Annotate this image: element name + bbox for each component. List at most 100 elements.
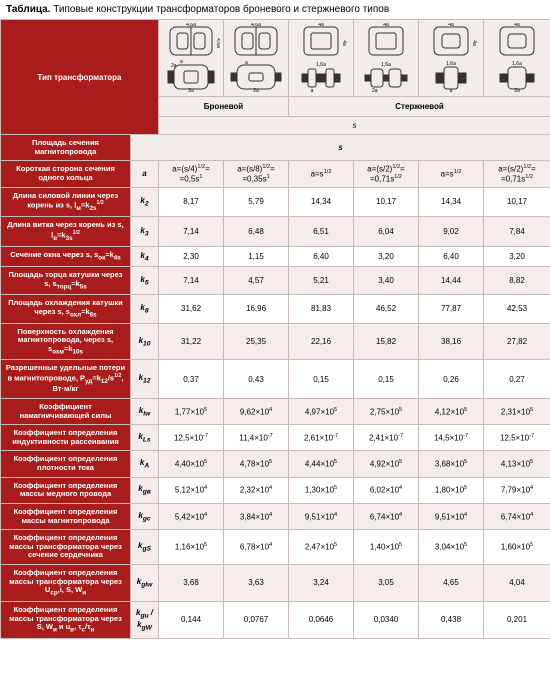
- table-cell: 3,84×104: [224, 503, 289, 529]
- svg-text:a: a: [180, 59, 183, 65]
- table-cell: 9,62×104: [224, 398, 289, 424]
- row-symbol: a: [131, 161, 159, 187]
- type-shell: Броневой: [159, 97, 289, 117]
- shell-diagram-1: 4,6a 4,6a 2a 2a a: [159, 20, 224, 97]
- shell-diagram-2: 4,6a 2a a: [224, 20, 289, 97]
- table-cell: 0,15: [354, 360, 419, 398]
- table-cell: 81,83: [289, 295, 354, 323]
- table-cell: 6,74×104: [354, 503, 419, 529]
- row-symbol: kgS: [131, 530, 159, 565]
- table-cell: 1,16×105: [159, 530, 224, 565]
- row-symbol: kgв: [131, 477, 159, 503]
- table-cell: 46,52: [354, 295, 419, 323]
- row-label: Коэффициент определения массы трансформа…: [1, 601, 131, 638]
- table-cell: 5,12×104: [159, 477, 224, 503]
- row-symbol: kgIw: [131, 565, 159, 602]
- table-cell: 4,78×105: [224, 451, 289, 477]
- table-cell: a=s1/2: [289, 161, 354, 187]
- svg-text:1,6a: 1,6a: [316, 62, 326, 68]
- row-symbol: k10: [131, 323, 159, 360]
- table-cell: 11,4×10-7: [224, 425, 289, 451]
- row-symbol: k2: [131, 187, 159, 217]
- s-var: s: [159, 117, 550, 135]
- row-symbol: kA: [131, 451, 159, 477]
- row-label: Площадь охлаждения катушки через s, sохл…: [1, 295, 131, 323]
- table-cell: 31,22: [159, 323, 224, 360]
- svg-text:a: a: [245, 60, 248, 66]
- table-cell: 3,05: [354, 565, 419, 602]
- title-rest: Типовые конструкции трансформаторов брон…: [50, 4, 389, 15]
- row-label: Площадь сечения магнитопровода: [1, 135, 131, 161]
- table-cell: 2,32×104: [224, 477, 289, 503]
- table-cell: 6,40: [419, 247, 484, 267]
- table-cell: 4,57: [224, 266, 289, 294]
- table-cell: 2,47×105: [289, 530, 354, 565]
- svg-text:2a: 2a: [171, 63, 177, 69]
- table-cell: 0,15: [289, 360, 354, 398]
- table-cell: 3,04×105: [419, 530, 484, 565]
- table-cell: 1,30×105: [289, 477, 354, 503]
- svg-text:1,6a: 1,6a: [512, 61, 522, 67]
- row-label: Коэффициент определения массы трансформа…: [1, 530, 131, 565]
- table-cell: 0,43: [224, 360, 289, 398]
- table-cell: 4,40×105: [159, 451, 224, 477]
- row-label: Короткая сторона сечения одного кольца: [1, 161, 131, 187]
- table-cell: 0,26: [419, 360, 484, 398]
- type-core: Стержневой: [289, 97, 550, 117]
- table-cell: 15,82: [354, 323, 419, 360]
- table-cell: 2,75×105: [354, 398, 419, 424]
- row-s: s: [131, 135, 550, 161]
- table-cell: 0,438: [419, 601, 484, 638]
- table-cell: 14,34: [289, 187, 354, 217]
- table-cell: 7,14: [159, 266, 224, 294]
- table-cell: 0,27: [484, 360, 550, 398]
- transformer-table: Тип трансформатора 4,6a 4,6a: [0, 19, 550, 639]
- table-cell: 1,80×105: [419, 477, 484, 503]
- table-cell: 0,0646: [289, 601, 354, 638]
- table-cell: 3,20: [484, 247, 550, 267]
- table-cell: 6,48: [224, 217, 289, 247]
- table-cell: 3,68×105: [419, 451, 484, 477]
- header-param: Тип трансформатора: [1, 20, 159, 135]
- row-symbol: k4: [131, 247, 159, 267]
- svg-text:2a: 2a: [372, 88, 378, 93]
- table-cell: 10,17: [484, 187, 550, 217]
- row-label: Длина силовой линии через корень из s, l…: [1, 187, 131, 217]
- table-cell: 5,42×104: [159, 503, 224, 529]
- table-cell: 14,34: [419, 187, 484, 217]
- table-cell: 0,0767: [224, 601, 289, 638]
- row-symbol: kgс: [131, 503, 159, 529]
- table-cell: 3,63: [224, 565, 289, 602]
- row-symbol: k5: [131, 266, 159, 294]
- svg-text:a: a: [450, 88, 453, 93]
- svg-text:2a: 2a: [188, 88, 194, 93]
- row-label: Коэффициент определения индуктивности ра…: [1, 425, 131, 451]
- table-cell: 9,51×104: [289, 503, 354, 529]
- shell-diagram-3: 4a 4a 1,6a a: [289, 20, 354, 97]
- svg-text:4,6a: 4,6a: [186, 23, 196, 28]
- table-cell: a=(s/8)1/2= =0,35s1: [224, 161, 289, 187]
- table-cell: 4,92×105: [354, 451, 419, 477]
- table-cell: 31,62: [159, 295, 224, 323]
- table-cell: 10,17: [354, 187, 419, 217]
- table-cell: 14,44: [419, 266, 484, 294]
- table-cell: 5,21: [289, 266, 354, 294]
- table-cell: 14,5×10-7: [419, 425, 484, 451]
- table-cell: 6,04: [354, 217, 419, 247]
- row-symbol: k3: [131, 217, 159, 247]
- table-cell: 4,97×105: [289, 398, 354, 424]
- table-cell: 9,51×104: [419, 503, 484, 529]
- svg-text:1,6a: 1,6a: [446, 61, 456, 67]
- table-cell: 2,61×10-7: [289, 425, 354, 451]
- row-symbol: k8: [131, 295, 159, 323]
- table-cell: 6,02×104: [354, 477, 419, 503]
- table-cell: a=(s/2)1/2= =0,71s1/2: [484, 161, 550, 187]
- table-cell: 8,82: [484, 266, 550, 294]
- row-label: Коэффициент определения массы трансформа…: [1, 565, 131, 602]
- row-label: Коэффициент намагничивающей силы: [1, 398, 131, 424]
- svg-text:1,6a: 1,6a: [381, 62, 391, 68]
- table-cell: 1,77×105: [159, 398, 224, 424]
- table-cell: 2,41×10-7: [354, 425, 419, 451]
- table-cell: 8,17: [159, 187, 224, 217]
- table-cell: 22,16: [289, 323, 354, 360]
